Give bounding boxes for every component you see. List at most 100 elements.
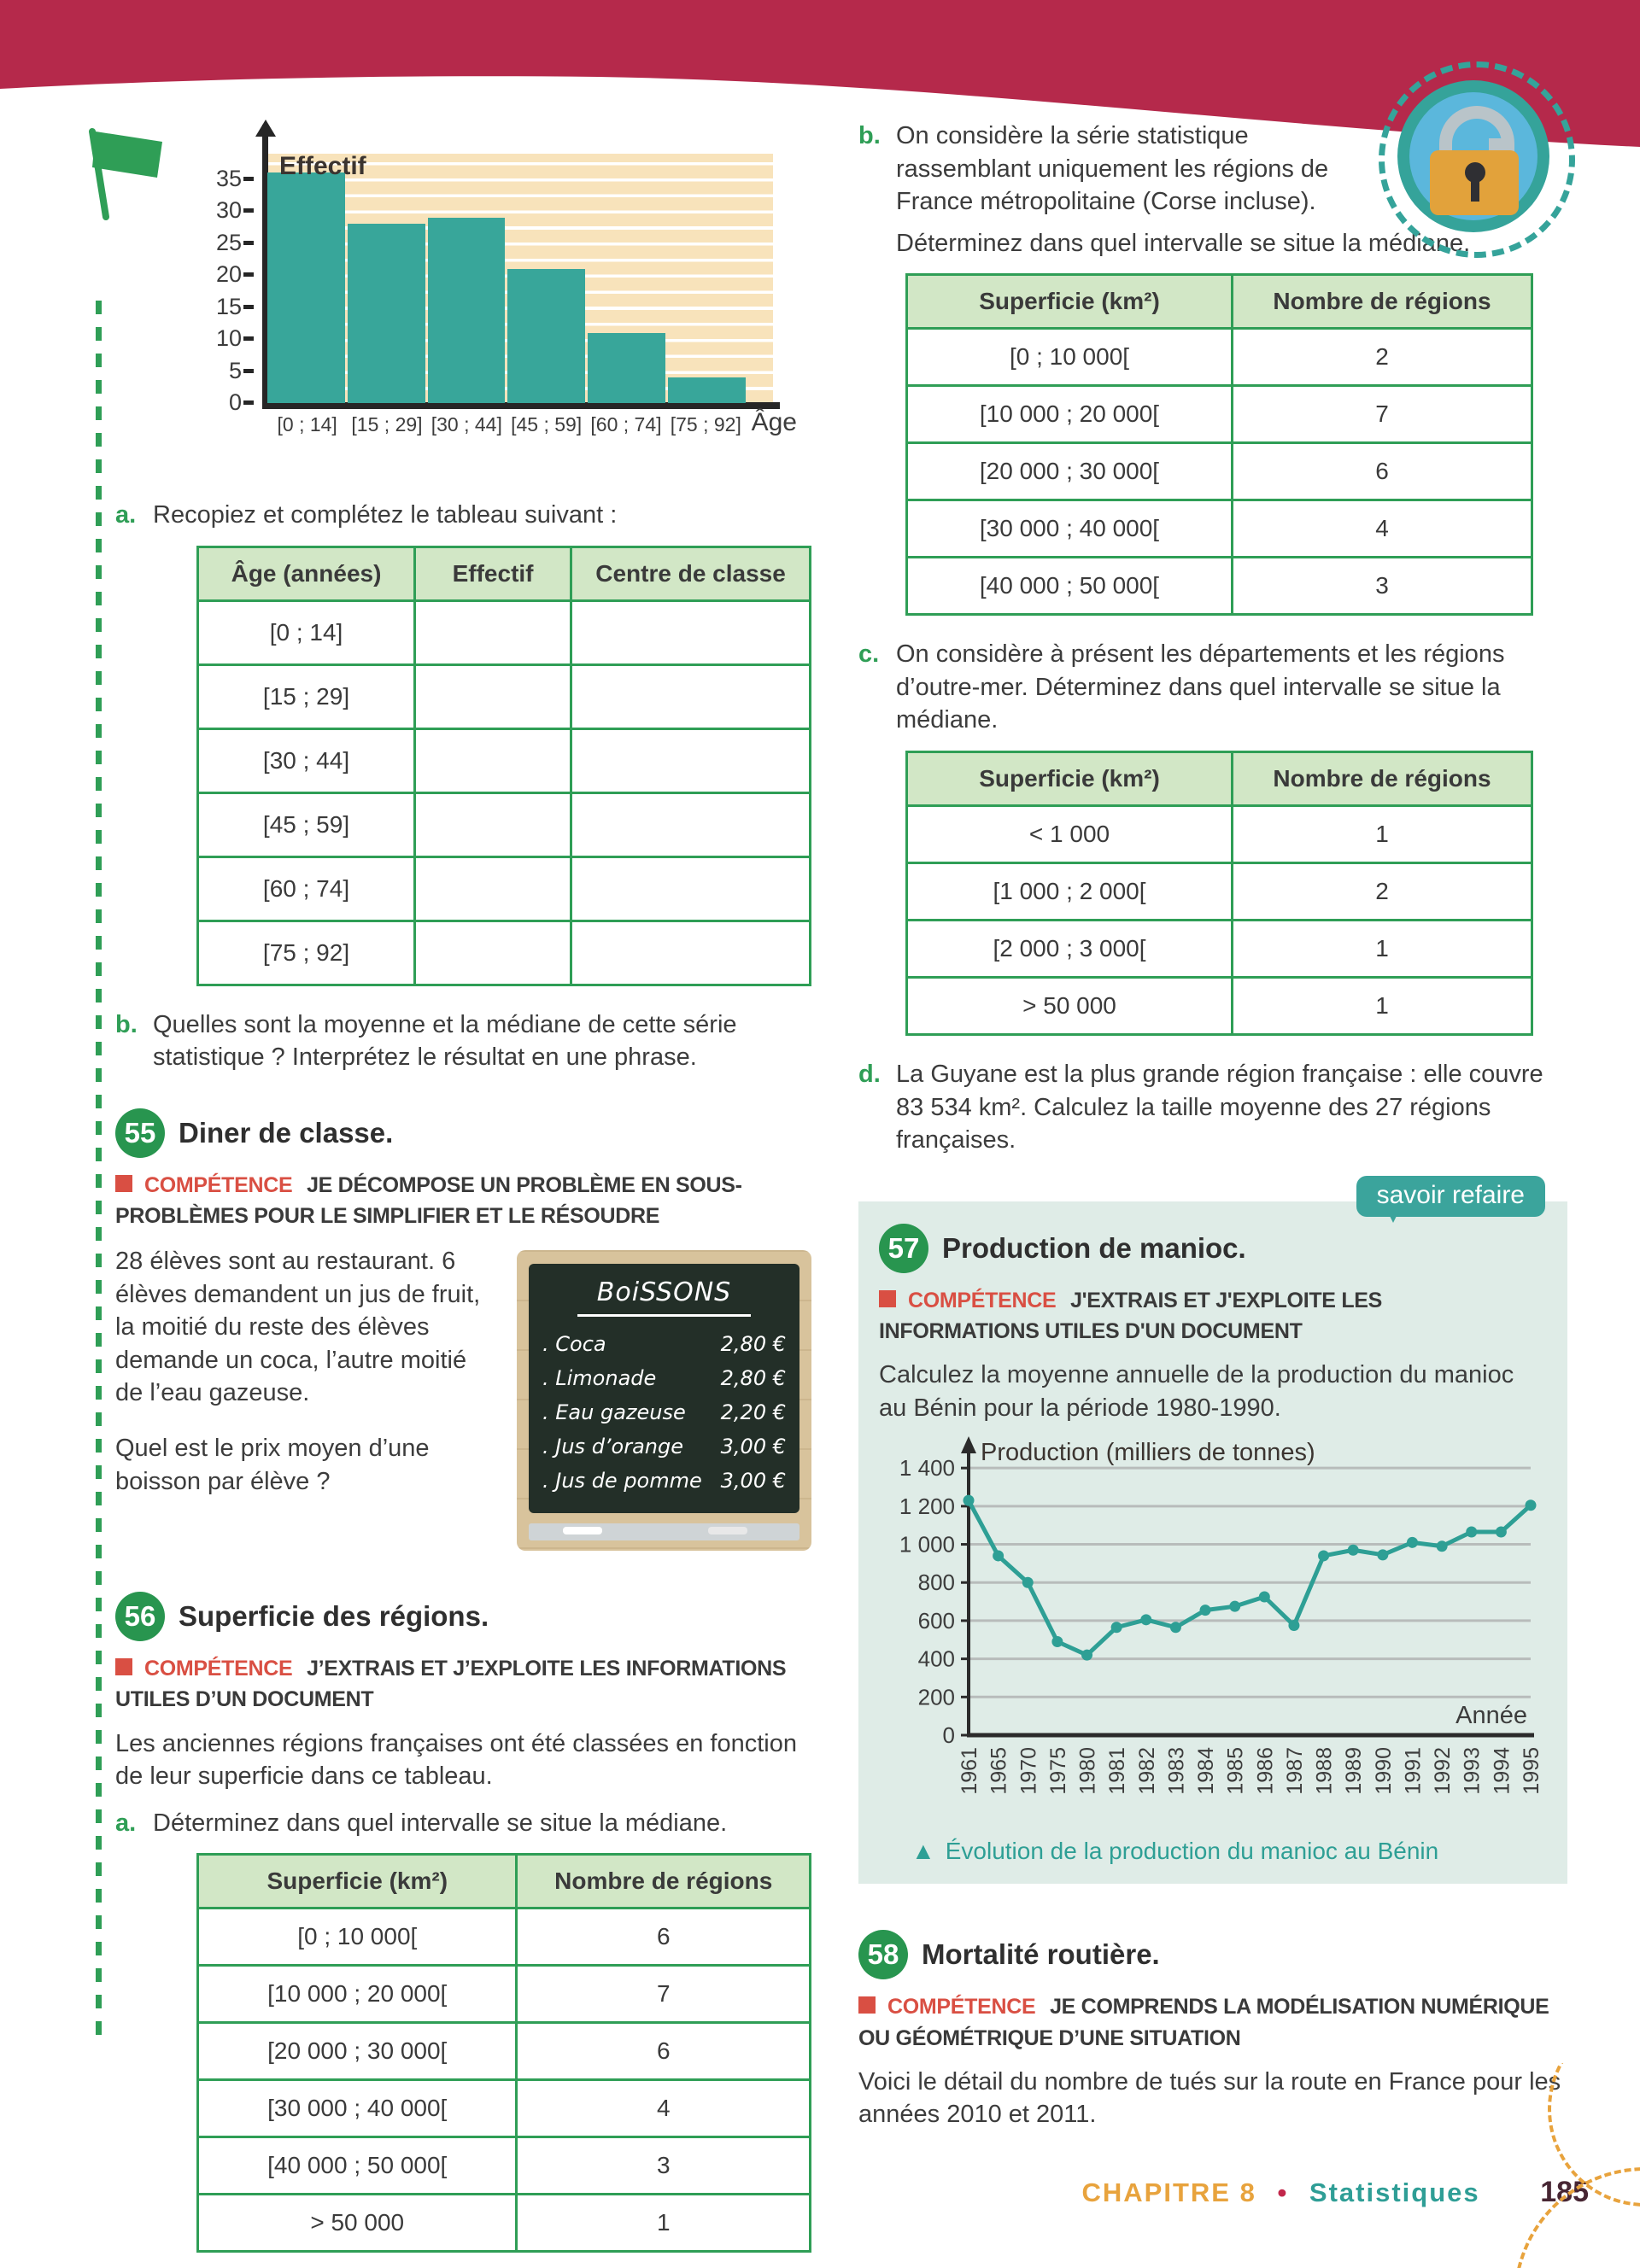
svg-text:1970: 1970 [1016,1747,1040,1795]
histogram-bar [668,377,746,403]
table-row: [60 ; 74] [196,855,811,922]
red-square-icon [115,1174,132,1192]
question-letter: d. [858,1060,881,1088]
table-cell [413,919,573,986]
svg-text:1987: 1987 [1283,1747,1307,1795]
question-b2-right: Déterminez dans quel intervalle se situe… [896,229,1471,257]
footer-chapter: CHAPITRE 8 [1081,2177,1256,2207]
table-cell: 4 [1231,499,1533,559]
footer-separator-icon: • [1277,2177,1289,2207]
question-letter: b. [115,1010,138,1038]
table-cell: 3 [515,2136,811,2196]
x-tick-label: [75 ; 92] [670,413,741,435]
exercise-title: Superficie des régions. [179,1600,489,1633]
y-tick-label: 15 [215,293,242,319]
table-row: [15 ; 29] [196,663,811,730]
svg-text:1981: 1981 [1105,1747,1129,1795]
table-cell: [15 ; 29] [196,663,417,730]
y-tick-label: 30 [215,197,242,224]
question-b: b. Quelles sont la moyenne et la médiane… [115,1008,811,1074]
svg-text:1992: 1992 [1431,1747,1455,1795]
table-cell: 3 [1231,556,1533,617]
chalk-piece [563,1527,602,1535]
column-header: Superficie (km²) [905,750,1233,807]
exercise-number-badge: 57 [879,1223,928,1273]
svg-text:1984: 1984 [1194,1747,1218,1795]
competence-text: J’EXTRAIS ET J’EXPLOITE LES INFORMATIONS… [115,1657,787,1712]
exercise-55-header: 55 Diner de classe. [115,1108,811,1158]
table-cell: [30 000 ; 40 000[ [196,2078,518,2139]
question-letter: b. [858,122,881,149]
table-cell [413,791,573,858]
svg-text:1982: 1982 [1135,1747,1159,1795]
table-cell: 1 [515,2193,811,2253]
table-row: [75 ; 92] [196,919,811,986]
exercise-title: Production de manioc. [942,1231,1246,1264]
x-axis [262,402,780,409]
svg-text:1993: 1993 [1461,1747,1485,1795]
column-header: Âge (années) [196,545,417,602]
competence-label: COMPÉTENCE [144,1657,293,1681]
column-header: Superficie (km²) [905,273,1233,330]
question-a: a. Recopiez et complétez le tableau suiv… [115,499,811,532]
question-text: Recopiez et complétez le tableau suivant… [153,501,618,529]
question-text: Déterminez dans quel intervalle se situe… [153,1809,728,1837]
svg-text:0: 0 [943,1722,955,1748]
histogram-bar [267,172,345,403]
question-b-right: b. On considère la série statistique ras… [858,120,1371,219]
svg-text:1994: 1994 [1490,1747,1514,1795]
y-tick-labels: 0 5 10 15 20 25 30 35 [194,154,254,415]
dashed-circle [1379,61,1575,258]
svg-text:1980: 1980 [1076,1747,1100,1795]
table-row: [30 000 ; 40 000[4 [196,2078,811,2139]
competence-text: JE COMPRENDS LA MODÉLISATION NUMÉRIQUE O… [858,1995,1549,2050]
svg-text:1995: 1995 [1520,1747,1543,1795]
table-cell [413,855,573,922]
exercise-title: Diner de classe. [179,1116,394,1149]
histogram-bars [267,154,746,403]
red-square-icon [115,1658,132,1676]
svg-text:1 200: 1 200 [899,1493,955,1519]
table-cell: 7 [1231,384,1533,445]
table-cell [413,727,573,794]
table-cell: [10 000 ; 20 000[ [196,1964,518,2025]
question-d-right: d. La Guyane est la plus grande région f… [858,1058,1567,1157]
table-cell: 1 [1231,975,1533,1036]
y-axis [262,125,268,408]
x-tick-label: [15 ; 29] [351,413,423,435]
chalkboard-title: BoiSSONS [577,1277,751,1318]
table-row: [20 000 ; 30 000[6 [905,441,1533,502]
table-cell: [2 000 ; 3 000[ [905,918,1233,979]
exercise-56-paragraph: Les anciennes régions françaises ont été… [115,1729,797,1791]
exercise-55-question: Quel est le prix moyen d’une boisson par… [115,1435,430,1495]
exercise-55-paragraph: 28 élèves sont au restaurant. 6 élèves d… [115,1248,481,1407]
exercise-57-box: savoir refaire 57 Production de manioc. … [858,1175,1567,1885]
table-row: > 50 000 1 [196,2193,811,2253]
table-cell: 6 [1231,441,1533,502]
table-cell: > 50 000 [196,2193,518,2253]
y-tick-label: 0 [228,389,242,415]
x-tick-label: [60 ; 74] [590,413,662,435]
table-row: [1 000 ; 2 000[2 [905,861,1533,921]
table-cell [570,727,811,794]
superficie-table-56: Superficie (km²) Nombre de régions [0 ; 10… [196,1853,811,2253]
svg-text:1986: 1986 [1253,1747,1277,1795]
question-c-right: c. On considère à présent les départemen… [858,638,1567,737]
table-cell: [10 000 ; 20 000[ [905,384,1233,445]
table-cell: 2 [1231,861,1533,921]
age-table: Âge (années) Effectif Centre de classe [0 ;… [196,545,811,986]
table-cell [413,663,573,730]
y-axis-arrow [255,109,276,137]
table-row: [0 ; 10 000[6 [196,1907,811,1967]
svg-text:1965: 1965 [987,1747,1011,1795]
table-row: [10 000 ; 20 000[7 [196,1964,811,2025]
exercise-56-header: 56 Superficie des régions. [115,1592,811,1642]
svg-text:1985: 1985 [1224,1747,1248,1795]
question-letter: a. [115,1809,137,1837]
